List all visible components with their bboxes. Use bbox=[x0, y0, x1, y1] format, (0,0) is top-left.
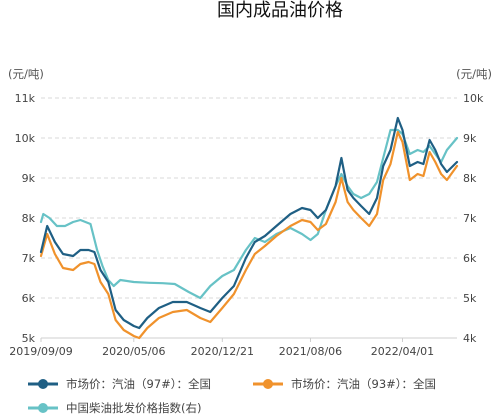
left-axis-unit: (元/吨) bbox=[8, 67, 44, 81]
x-axis-tick-label: 2021/08/06 bbox=[279, 345, 342, 358]
legend: 市场价：汽油（97#）：全国 市场价：汽油（93#）：全国 中国柴油批发价格指数… bbox=[28, 377, 436, 415]
right-axis-tick-label: 8k bbox=[463, 172, 477, 185]
left-axis-tick-label: 6k bbox=[22, 292, 36, 305]
legend-marker-diesel-index bbox=[38, 403, 48, 413]
right-axis-tick-label: 6k bbox=[463, 252, 477, 265]
left-axis-tick-label: 7k bbox=[22, 252, 36, 265]
chart-title: 国内成品油价格 bbox=[217, 0, 343, 21]
legend-label-gasoline-97: 市场价：汽油（97#）：全国 bbox=[66, 377, 211, 391]
right-axis-tick-label: 7k bbox=[463, 212, 477, 225]
series-lines bbox=[39, 116, 459, 340]
axes: 5k 6k 7k 8k 9k 10k 11k 4k 5k 6k 7k 8k 9k 10k 2019/09/0… bbox=[9, 92, 484, 358]
left-axis-tick-label: 5k bbox=[22, 332, 36, 345]
series-line-gasoline-97 bbox=[39, 116, 459, 330]
series-line-diesel-index bbox=[39, 128, 459, 300]
legend-label-diesel-index: 中国柴油批发价格指数(右) bbox=[66, 401, 201, 415]
left-axis-tick-label: 11k bbox=[15, 92, 36, 105]
legend-marker-gasoline-97 bbox=[38, 379, 48, 389]
legend-item-diesel-index: 中国柴油批发价格指数(右) bbox=[28, 401, 201, 415]
right-axis-unit: (元/吨) bbox=[456, 67, 492, 81]
x-axis-tick-label: 2020/12/21 bbox=[191, 345, 254, 358]
legend-label-gasoline-93: 市场价：汽油（93#）：全国 bbox=[291, 377, 436, 391]
right-axis-tick-label: 10k bbox=[463, 92, 484, 105]
left-axis-tick-label: 9k bbox=[22, 172, 36, 185]
legend-marker-gasoline-93 bbox=[263, 379, 273, 389]
x-axis-tick-label: 2019/09/09 bbox=[9, 345, 72, 358]
series-line-gasoline-93 bbox=[39, 130, 459, 340]
right-axis-tick-label: 9k bbox=[463, 132, 477, 145]
left-axis-tick-label: 8k bbox=[22, 212, 36, 225]
right-axis-tick-label: 5k bbox=[463, 292, 477, 305]
right-axis-tick-label: 4k bbox=[463, 332, 477, 345]
legend-item-gasoline-97: 市场价：汽油（97#）：全国 bbox=[28, 377, 211, 391]
x-axis-tick-label: 2022/04/01 bbox=[371, 345, 434, 358]
legend-item-gasoline-93: 市场价：汽油（93#）：全国 bbox=[253, 377, 436, 391]
x-axis-tick-label: 2020/05/06 bbox=[102, 345, 165, 358]
left-axis-tick-label: 10k bbox=[15, 132, 36, 145]
